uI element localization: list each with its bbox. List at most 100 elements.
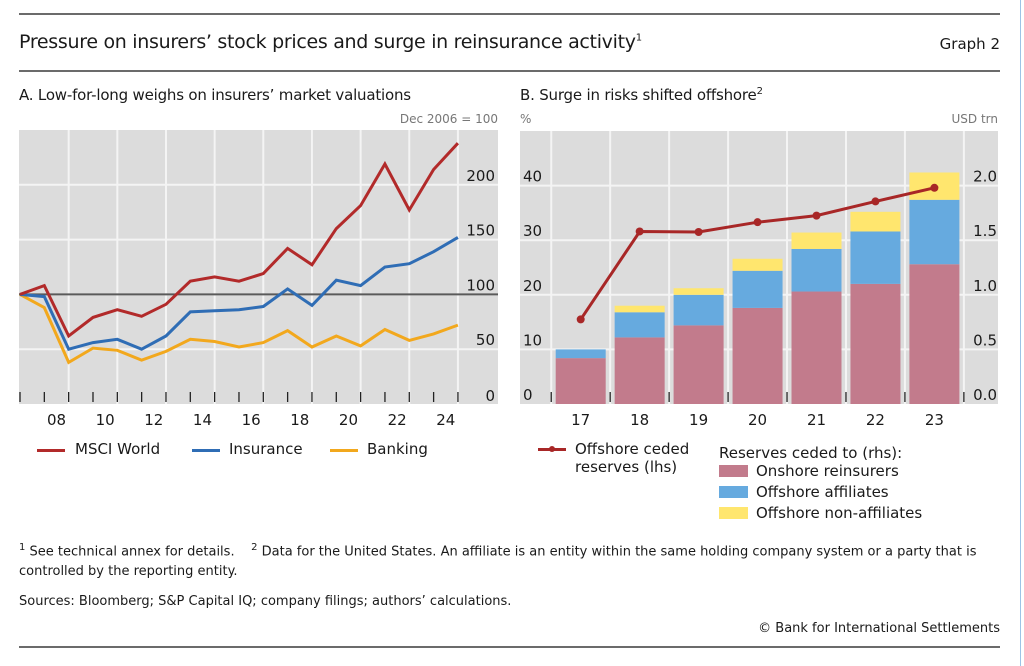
panel-a-x-tick-label: 08 [47,411,66,429]
legend-swatch-onshore [719,465,748,477]
bar-offshore-non-affiliates [791,232,842,249]
panel-b-title-text: B. Surge in risks shifted offshore [520,86,757,104]
panel-b-right-unit: USD trn [951,112,999,126]
panel-a-y-tick-label: 50 [476,331,495,349]
panel-a-x-tick-label: 12 [144,411,163,429]
panel-b-x-tick-label: 17 [571,411,590,429]
panel-a-plot-area [19,130,498,404]
legend-swatch-msci [37,449,65,452]
panel-b-chart: 17 18 19 20 21 22 23 0 10 20 30 40 0.0 0.5 1.0 1.5 2.0 [520,131,998,429]
panel-a-x-tick-label: 24 [436,411,455,429]
title-rule [19,70,1000,72]
panel-b-left-tick-label: 10 [523,331,542,349]
series-line-banking [19,293,459,365]
panel-b-right-tick-label: 1.5 [973,222,997,240]
bar-offshore-affiliates [909,199,960,265]
bar-offshore-affiliates [732,270,783,308]
graph-title: Pressure on insurers’ stock prices and s… [19,31,642,53]
offshore-ceded-point [694,228,703,237]
bar-offshore-non-affiliates [673,288,724,295]
bar-onshore-reinsurers [791,291,842,404]
panel-b-right-tick-label: 0.0 [973,386,997,404]
panel-b-left-tick-label: 40 [523,168,542,186]
legend-label-offshore-nonaffiliates: Offshore non-affiliates [756,504,923,522]
legend-marker-offshore [549,446,555,452]
offshore-ceded-point [930,183,939,192]
panel-b-x-tick-label: 18 [630,411,649,429]
offshore-ceded-point [635,227,644,236]
series-line-msci-world [19,142,460,339]
bar-offshore-affiliates [673,294,724,326]
bar-offshore-non-affiliates [614,305,665,313]
panel-a-x-tick-label: 20 [339,411,358,429]
legend-group-title: Reserves ceded to (rhs): [719,444,903,462]
sources: Sources: Bloomberg; S&P Capital IQ; comp… [19,594,512,609]
panel-b-x-tick-label: 22 [866,411,885,429]
legend-swatch-banking [330,449,358,452]
footnote-2-marker: 2 [251,542,258,553]
panel-a-x-tick-label: 22 [388,411,407,429]
panel-b-title: B. Surge in risks shifted offshore2 [520,86,763,104]
panel-a-title: A. Low-for-long weighs on insurers’ mark… [19,86,411,104]
legend-label-banking: Banking [367,440,428,458]
legend-label-onshore: Onshore reinsurers [756,462,899,480]
bar-onshore-reinsurers [732,307,783,404]
legend-swatch-offshore-affiliates [719,486,748,498]
bar-onshore-reinsurers [673,325,724,404]
panel-a-x-tick-label: 16 [242,411,261,429]
panel-b-left-tick-label: 0 [523,386,533,404]
bar-offshore-non-affiliates [732,258,783,271]
legend-label-insurance: Insurance [229,440,303,458]
panel-a-y-tick-label: 200 [466,167,495,185]
legend-swatch-offshore-nonaffiliates [719,507,748,519]
bar-onshore-reinsurers [614,337,665,404]
panel-b-right-tick-label: 0.5 [973,331,997,349]
graph-number: Graph 2 [939,35,1000,53]
panel-b-right-tick-label: 1.0 [973,277,997,295]
offshore-ceded-point [753,218,762,227]
panel-b-x-tick-label: 19 [689,411,708,429]
panel-a-y-tick-label: 100 [466,276,495,294]
copyright: © Bank for International Settlements [758,621,1000,636]
panel-b-left-tick-label: 20 [523,277,542,295]
bar-offshore-non-affiliates [850,211,901,232]
bottom-rule [19,646,1000,648]
footnotes: 1 See technical annex for details. 2 Dat… [19,538,1004,582]
bar-offshore-affiliates [614,312,665,338]
panel-a-chart: 08 10 12 14 16 18 20 22 24 0 50 100 150 200 [19,130,498,429]
panel-a-y-tick-label: 0 [485,387,495,405]
panel-b-x-tick-label: 20 [748,411,767,429]
graph-title-text: Pressure on insurers’ stock prices and s… [19,31,636,53]
panel-a-unit: Dec 2006 = 100 [399,112,498,126]
bar-offshore-affiliates [555,349,606,359]
panel-b-footnote-marker: 2 [756,86,763,97]
bar-onshore-reinsurers [909,264,960,404]
footnote-1: See technical annex for details. [29,544,235,560]
panel-a-x-tick-label: 18 [290,411,309,429]
bar-onshore-reinsurers [555,358,606,404]
top-rule [19,13,1000,15]
bar-offshore-affiliates [850,231,901,284]
offshore-ceded-point [576,315,585,324]
panel-b-right-tick-label: 2.0 [973,168,997,186]
panel-b-x-tick-label: 21 [807,411,826,429]
page-edge [1020,0,1021,666]
panel-a-x-tick-label: 10 [96,411,115,429]
legend-swatch-insurance [192,449,220,452]
panel-b-left-tick-label: 30 [523,222,542,240]
title-footnote-marker: 1 [635,32,642,44]
panel-b-x-tick-label: 23 [925,411,944,429]
legend-label-offshore-affiliates: Offshore affiliates [756,483,889,501]
legend-label-offshore-ceded: Offshore ceded reserves (lhs) [575,440,689,476]
series-line-insurance [19,236,459,351]
panel-b-left-unit: % [520,112,532,126]
legend-label-line1: Offshore ceded [575,440,690,458]
footnote-2: Data for the United States. An affiliate… [19,544,977,580]
legend-label-msci: MSCI World [75,440,161,458]
panel-a-y-tick-label: 150 [466,222,495,240]
legend-label-line2: reserves (lhs) [575,458,678,476]
panel-a-x-tick-label: 14 [193,411,212,429]
footnote-1-marker: 1 [19,542,26,553]
offshore-ceded-point [812,211,821,220]
